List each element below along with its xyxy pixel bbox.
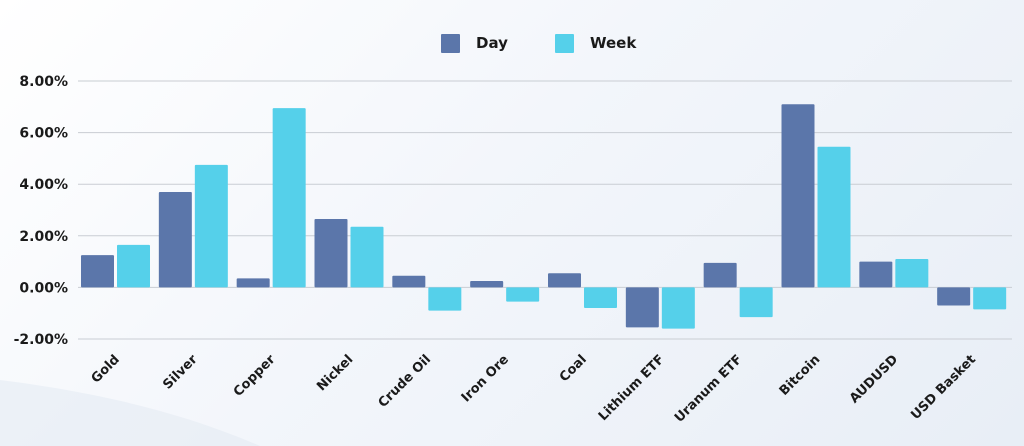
bar-day-coal <box>548 273 581 288</box>
legend-swatch-day <box>441 34 460 53</box>
y-tick-label: 0.00% <box>19 280 68 296</box>
bars <box>81 104 1007 329</box>
x-tick-label: Silver <box>160 352 201 393</box>
bar-day-usd-basket <box>937 287 971 306</box>
x-tick-label: AUDUSD <box>847 352 901 406</box>
bar-day-iron-ore <box>470 280 504 288</box>
x-tick-label: Lithium ETF <box>596 352 668 424</box>
gridlines <box>78 80 1012 340</box>
legend-swatch-week <box>555 34 574 53</box>
bar-week-nickel <box>350 226 384 288</box>
x-tick-label: Bitcoin <box>777 352 824 399</box>
bar-week-bitcoin <box>817 146 851 288</box>
x-tick-label: Copper <box>231 352 279 400</box>
x-tick-label: Iron Ore <box>459 352 512 405</box>
x-tick-label: Crude Oil <box>376 352 435 411</box>
legend-label-day: Day <box>476 34 508 52</box>
bar-day-silver <box>158 191 192 288</box>
bar-day-gold <box>81 255 114 288</box>
x-tick-label: USD Basket <box>908 352 979 423</box>
legend: Day Week <box>441 34 637 53</box>
bar-week-uranum-etf <box>739 287 773 318</box>
y-tick-label: 8.00% <box>19 74 68 90</box>
bar-week-usd-basket <box>973 287 1007 310</box>
x-tick-label: Uranum ETF <box>672 352 746 426</box>
y-tick-label: -2.00% <box>14 332 68 348</box>
bar-day-crude-oil <box>392 275 426 288</box>
y-tick-label: 2.00% <box>19 229 68 245</box>
bar-day-lithium-etf <box>625 287 659 328</box>
bar-week-silver <box>194 164 228 288</box>
y-tick-label: 4.00% <box>19 177 68 193</box>
legend-label-week: Week <box>590 34 637 52</box>
x-axis: Gold Silver Copper Nickel Crude Oil Iron Ore C… <box>89 352 979 426</box>
bar-day-bitcoin <box>781 104 815 288</box>
bar-week-lithium-etf <box>661 287 695 329</box>
bar-week-gold <box>117 244 150 288</box>
bar-week-coal <box>584 287 617 309</box>
y-axis: -2.00% 0.00% 2.00% 4.00% 6.00% 8.00% <box>14 74 68 348</box>
x-tick-label: Gold <box>89 352 123 386</box>
x-tick-label: Nickel <box>314 352 356 394</box>
x-tick-label: Coal <box>557 352 590 385</box>
bar-week-iron-ore <box>506 287 540 302</box>
bar-day-copper <box>236 278 270 288</box>
bar-week-audusd <box>895 259 929 288</box>
bar-day-audusd <box>859 261 893 288</box>
bar-week-copper <box>272 108 306 288</box>
bar-week-crude-oil <box>428 287 462 311</box>
y-tick-label: 6.00% <box>19 126 68 142</box>
background-wave <box>0 380 260 446</box>
bar-day-uranum-etf <box>703 262 737 288</box>
bar-day-nickel <box>314 219 348 288</box>
